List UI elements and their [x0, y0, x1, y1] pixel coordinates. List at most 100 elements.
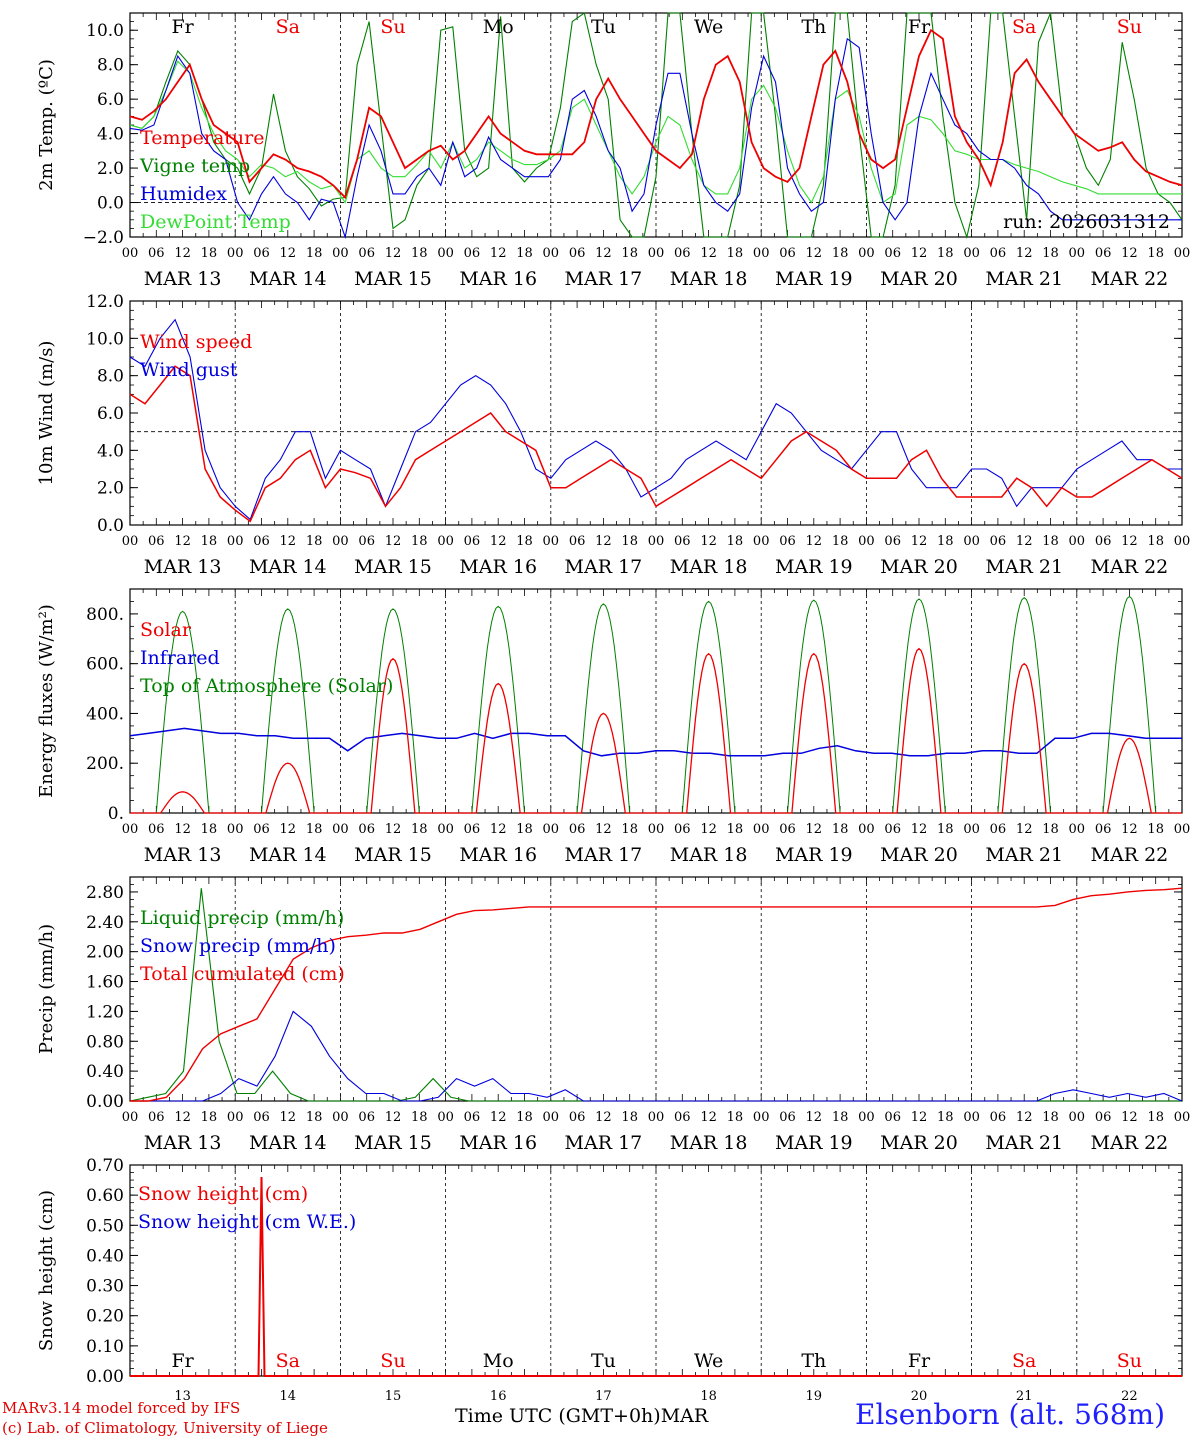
panel-5: 0.70 0.60 0.50 0.40 0.30 0.20 0.10 0.00 Snow hei… [36, 1156, 1183, 1404]
hour-label: 12 [700, 534, 717, 549]
hour-label: 12 [1121, 1110, 1138, 1125]
hour-label: 12 [1121, 534, 1138, 549]
hour-label: 18 [832, 1110, 849, 1125]
hour-label: 18 [621, 1110, 638, 1125]
hour-label: 12 [595, 246, 612, 261]
hour-label: 06 [990, 534, 1007, 549]
y-tick-label: 2.0 [97, 159, 124, 179]
day-label: MAR 16 [459, 844, 537, 866]
hour-label: 12 [280, 534, 297, 549]
y-tick-label: 0. [108, 804, 124, 824]
y-axis-label: Precip (mm/h) [36, 924, 57, 1054]
day-label: MAR 19 [775, 1132, 853, 1154]
y-tick-label: 4.0 [97, 441, 124, 461]
hour-label: 06 [1095, 822, 1112, 837]
hour-label: 00 [122, 822, 139, 837]
y-tick-label: 0.30 [86, 1277, 124, 1297]
hour-label: 12 [1016, 1110, 1033, 1125]
hour-label: 06 [358, 246, 375, 261]
hour-label: 12 [595, 822, 612, 837]
hour-label: 06 [990, 1110, 1007, 1125]
y-tick-label: 10.0 [86, 21, 124, 41]
weekday-label: Sa [1012, 1350, 1036, 1372]
hour-label: 00 [437, 246, 454, 261]
series-wind-speed [129, 365, 1183, 523]
legend-wind-gust: Wind gust [140, 359, 238, 381]
hour-label: 18 [1042, 1110, 1059, 1125]
y-tick-label: 6.0 [97, 90, 124, 110]
day-label: MAR 13 [144, 844, 222, 866]
x-axis-title-text: Time UTC (GMT+0h) [455, 1405, 661, 1427]
hour-label: 00 [858, 822, 875, 837]
hour-label: 18 [937, 1110, 954, 1125]
hour-label: 00 [437, 534, 454, 549]
hour-label: 00 [543, 822, 560, 837]
y-axis-label: Snow height (cm) [36, 1190, 57, 1351]
y-tick-label: 6.0 [97, 404, 124, 424]
hour-label: 06 [779, 246, 796, 261]
hour-label: 12 [385, 1110, 402, 1125]
hour-label: 06 [884, 246, 901, 261]
day-label: MAR 13 [144, 556, 222, 578]
day-label: MAR 17 [565, 844, 643, 866]
hour-label: 12 [806, 246, 823, 261]
y-tick-label: 600. [86, 655, 124, 675]
day-label: MAR 22 [1091, 556, 1169, 578]
hour-label: 00 [648, 822, 665, 837]
day-label: MAR 13 [144, 268, 222, 290]
hour-label: 18 [727, 1110, 744, 1125]
hour-label: 06 [464, 246, 481, 261]
hour-label: 06 [674, 534, 691, 549]
day-label: MAR 21 [985, 268, 1063, 290]
panel-4: 2.80 2.40 2.00 1.60 1.20 0.80 0.40 0.00 Precip (… [36, 876, 1190, 1154]
day-label: MAR 14 [249, 268, 327, 290]
hour-label: 12 [700, 822, 717, 837]
y-tick-label: 8.0 [97, 367, 124, 387]
hour-label: 18 [1147, 534, 1164, 549]
hour-label: 12 [174, 246, 191, 261]
hour-label: 06 [990, 822, 1007, 837]
hour-label: 12 [911, 246, 928, 261]
hour-label: 12 [174, 534, 191, 549]
hour-label: 12 [1016, 822, 1033, 837]
hour-label: 12 [1121, 822, 1138, 837]
y-axis-label: Energy fluxes (W/m²) [36, 604, 57, 798]
hour-label: 00 [1069, 1110, 1086, 1125]
panel-frame [129, 588, 1183, 814]
hour-label: 18 [306, 246, 323, 261]
hour-label: 06 [148, 1110, 165, 1125]
y-tick-label: 0.00 [86, 1092, 124, 1112]
hour-label: 18 [727, 534, 744, 549]
hour-label: 00 [1174, 246, 1191, 261]
hour-label: 12 [490, 1110, 507, 1125]
hour-label: 00 [753, 246, 770, 261]
hour-label: 00 [122, 246, 139, 261]
lab-credit: (c) Lab. of Climatology, University of L… [2, 1419, 328, 1437]
y-tick-label: 0.50 [86, 1216, 124, 1236]
day-label: MAR 14 [249, 1132, 327, 1154]
hour-label: 18 [306, 1110, 323, 1125]
weekday-label: Th [801, 16, 826, 38]
day-number-label: 16 [490, 1389, 507, 1404]
legend-top-of-atmosphere-solar-: Top of Atmosphere (Solar) [140, 675, 393, 697]
day-label: MAR 17 [565, 1132, 643, 1154]
y-tick-label: 0.0 [97, 194, 124, 214]
hour-label: 00 [122, 1110, 139, 1125]
hour-label: 00 [122, 534, 139, 549]
legend-total-cumulated-cm-: Total cumulated (cm) [140, 963, 345, 985]
hour-label: 18 [411, 246, 428, 261]
hour-label: 18 [1042, 822, 1059, 837]
hour-label: 06 [148, 246, 165, 261]
hour-label: 18 [832, 246, 849, 261]
hour-label: 06 [358, 1110, 375, 1125]
x-axis-month: MAR [660, 1405, 709, 1427]
day-label: MAR 22 [1091, 268, 1169, 290]
day-label: MAR 22 [1091, 1132, 1169, 1154]
hour-label: 12 [1016, 534, 1033, 549]
hour-label: 06 [779, 534, 796, 549]
hour-label: 18 [201, 1110, 218, 1125]
weekday-label: Fr [171, 1350, 194, 1372]
y-tick-label: 2.0 [97, 479, 124, 499]
hour-label: 18 [621, 822, 638, 837]
